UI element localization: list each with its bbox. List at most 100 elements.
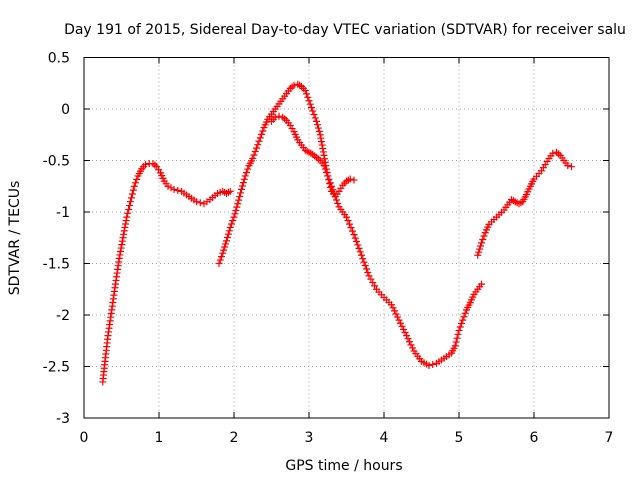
data-point-dense <box>133 175 141 183</box>
data-point <box>350 231 358 239</box>
data-point <box>305 97 313 105</box>
data-point-dense <box>321 158 329 166</box>
series-track-2 <box>215 80 358 267</box>
data-point-dense <box>116 251 124 259</box>
x-tick-labels: 0 1 2 3 4 5 6 7 <box>80 430 614 446</box>
data-point-dense <box>461 309 469 317</box>
data-point-dense <box>347 224 355 232</box>
data-point-dense <box>349 227 356 235</box>
x-tick-label: 1 <box>155 430 164 446</box>
data-point <box>395 316 403 324</box>
data-point-dense <box>232 206 240 214</box>
data-point-dense <box>120 230 128 238</box>
data-point <box>256 134 264 142</box>
data-point <box>223 237 230 245</box>
data-point-dense <box>311 114 319 122</box>
data-point <box>328 182 335 190</box>
data-point-dense <box>303 90 310 98</box>
data-point-dense <box>475 248 483 256</box>
data-point-dense <box>231 210 239 218</box>
data-point <box>403 332 410 340</box>
data-point-dense <box>121 223 129 231</box>
data-point <box>164 182 172 190</box>
data-point-dense <box>325 175 333 183</box>
data-point <box>316 131 324 139</box>
y-axis-label: SDTVAR / TECUs <box>7 181 23 296</box>
data-point-dense <box>238 182 246 190</box>
data-point-dense <box>429 360 437 368</box>
data-point-dense <box>458 320 465 328</box>
data-point-dense <box>324 172 332 180</box>
data-point <box>215 260 223 267</box>
x-tick-label: 5 <box>455 430 464 446</box>
data-point-dense <box>406 338 413 346</box>
data-point-dense <box>407 341 415 349</box>
data-point-dense <box>118 237 126 245</box>
data-point-dense <box>321 155 329 163</box>
data-point <box>226 187 234 195</box>
data-point-dense <box>174 186 182 194</box>
data-point-dense <box>397 319 404 327</box>
x-axis-label: GPS time / hours <box>285 458 402 474</box>
data-point-dense <box>220 246 228 254</box>
data-point-dense <box>239 179 247 187</box>
data-point-dense <box>122 217 130 225</box>
data-point-dense <box>318 138 325 146</box>
data-point <box>350 176 358 184</box>
data-point-dense <box>233 203 241 211</box>
data-point <box>455 326 463 334</box>
data-point-dense <box>321 165 329 173</box>
data-point-dense <box>460 313 468 321</box>
data-point-dense <box>404 335 412 343</box>
data-point-dense <box>346 220 353 228</box>
data-point-dense <box>228 220 235 228</box>
data-point <box>451 342 459 350</box>
x-tick-label: 6 <box>530 430 539 446</box>
axis-ticks <box>83 57 610 419</box>
data-point-dense <box>216 256 224 264</box>
data-point-dense <box>319 144 327 152</box>
data-point-dense <box>125 205 133 213</box>
data-point-dense <box>236 193 244 201</box>
data-point <box>241 172 249 180</box>
data-point <box>425 361 433 369</box>
data-point <box>568 163 575 171</box>
y-tick-label: 0.5 <box>48 51 70 67</box>
data-point <box>271 113 279 121</box>
data-point-dense <box>243 169 250 177</box>
data-point-dense <box>120 227 128 235</box>
data-point-dense <box>244 165 252 173</box>
data-point-dense <box>224 230 232 238</box>
data-point-dense <box>218 253 225 261</box>
series-track-4 <box>474 148 575 259</box>
data-point <box>127 198 134 206</box>
data-point-dense <box>353 238 360 246</box>
data-point-dense <box>196 199 204 207</box>
data-point-dense <box>255 137 263 145</box>
data-point-dense <box>229 217 237 225</box>
data-point-dense <box>308 104 315 112</box>
data-point-dense <box>129 186 137 194</box>
data-point <box>474 251 482 259</box>
data-point-dense <box>251 148 259 156</box>
data-point-dense <box>235 196 243 204</box>
data-point <box>459 316 467 324</box>
data-point <box>301 86 309 94</box>
data-point-dense <box>361 262 369 270</box>
data-point-dense <box>360 258 368 266</box>
data-points <box>99 80 575 386</box>
data-point <box>478 239 485 247</box>
data-point <box>115 254 123 262</box>
y-tick-label: -3 <box>56 411 70 427</box>
data-point <box>320 151 328 159</box>
data-point-dense <box>480 232 488 240</box>
data-point <box>142 161 149 169</box>
x-tick-label: 2 <box>230 430 239 446</box>
data-point-dense <box>126 202 134 210</box>
data-point <box>230 213 238 221</box>
data-point-dense <box>259 127 267 135</box>
data-point-dense <box>392 310 400 318</box>
data-point-dense <box>254 141 262 149</box>
data-point-dense <box>344 217 352 225</box>
